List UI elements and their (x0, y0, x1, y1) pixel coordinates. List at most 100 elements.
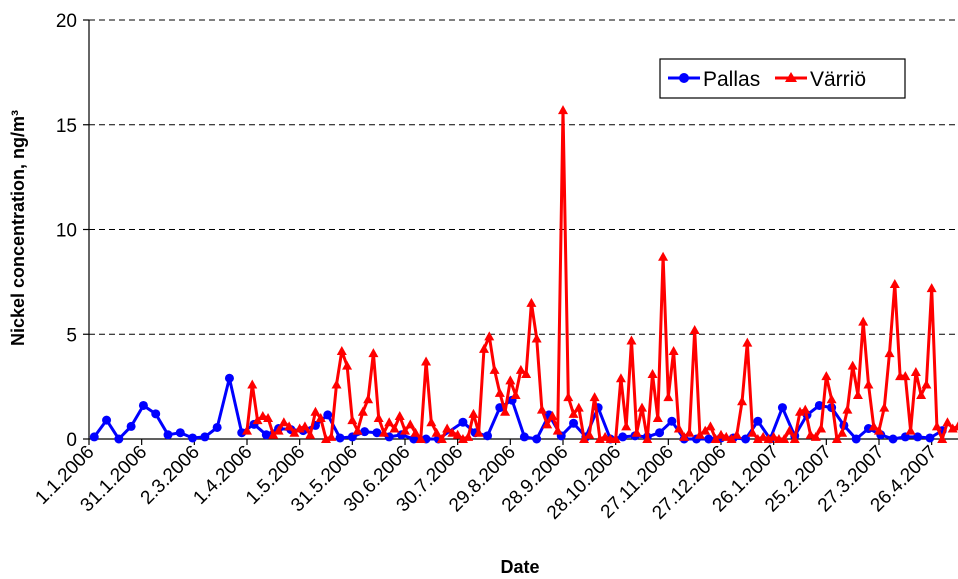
y-axis-title: Nickel concentration, ng/m³ (8, 110, 28, 346)
data-point (347, 432, 357, 442)
legend-label-pallas: Pallas (703, 68, 760, 91)
data-point (673, 423, 684, 433)
data-point (552, 425, 563, 435)
data-point (410, 427, 421, 437)
data-point (299, 421, 310, 431)
data-point (89, 432, 99, 442)
data-point (689, 325, 700, 335)
data-point (378, 427, 389, 437)
data-point (542, 419, 553, 429)
data-point (921, 379, 932, 389)
y-tick-label: 15 (56, 116, 77, 137)
data-point (563, 392, 574, 402)
data-point (458, 417, 468, 427)
data-point (663, 392, 674, 402)
gridlines (89, 19, 958, 335)
data-point (931, 421, 942, 431)
legend-marker-varrio (785, 72, 797, 82)
data-point (257, 410, 268, 420)
data-point (842, 404, 853, 414)
data-point (851, 434, 861, 444)
data-point (421, 356, 432, 366)
data-point (668, 346, 679, 356)
legend-marker-pallas (679, 73, 689, 83)
data-point (655, 428, 665, 438)
data-point (558, 105, 568, 115)
data-point (360, 427, 370, 437)
data-point (342, 360, 353, 370)
data-point (789, 434, 800, 443)
data-point (721, 431, 732, 441)
data-point (331, 379, 342, 389)
data-point (705, 421, 716, 431)
data-point (831, 434, 842, 443)
data-point (637, 402, 647, 412)
data-point (473, 427, 484, 437)
data-point (163, 430, 173, 440)
data-point (642, 434, 653, 443)
data-point (532, 434, 542, 444)
data-point (810, 431, 821, 441)
data-point (394, 410, 405, 420)
data-point (452, 429, 463, 439)
data-point (372, 428, 382, 438)
data-point (569, 418, 579, 428)
y-tick-label: 20 (56, 11, 77, 32)
data-point (852, 390, 863, 400)
data-point (400, 425, 410, 435)
data-point (368, 348, 379, 358)
data-point (484, 331, 495, 341)
legend-label-varrio: Värriö (810, 68, 866, 91)
y-tick-label: 10 (56, 221, 77, 242)
data-point (212, 422, 222, 432)
data-point (479, 343, 489, 353)
y-tick-labels: 0 5 10 15 20 (56, 11, 77, 451)
data-point (405, 419, 416, 429)
data-point (652, 413, 663, 423)
data-point (357, 406, 368, 416)
data-point (483, 431, 493, 441)
data-point (926, 283, 937, 293)
data-point (942, 417, 953, 427)
data-point (494, 387, 505, 397)
data-point (442, 423, 453, 433)
data-point (889, 278, 900, 288)
data-point (521, 369, 532, 379)
data-point (126, 421, 136, 431)
data-point (679, 431, 690, 441)
data-point (409, 434, 419, 444)
data-point (684, 427, 695, 437)
data-point (700, 425, 711, 435)
data-point (847, 360, 858, 370)
data-point (747, 427, 758, 437)
data-point (188, 433, 198, 443)
series-line (245, 108, 958, 441)
data-point (273, 425, 284, 435)
data-point (953, 421, 958, 431)
data-point (826, 394, 837, 404)
data-point (510, 390, 521, 400)
data-point (224, 373, 234, 383)
data-point (758, 431, 769, 441)
data-point (305, 429, 316, 439)
data-point (278, 417, 289, 427)
data-point (768, 431, 779, 441)
x-tick-labels: 1.1.200631.1.20062.3.20061.4.20061.5.200… (31, 442, 941, 524)
data-point (284, 421, 295, 431)
data-point (821, 371, 832, 381)
data-point (547, 410, 558, 420)
data-point (858, 316, 869, 326)
data-point (138, 400, 148, 410)
series-varrio (242, 105, 958, 443)
data-point (352, 425, 363, 435)
series (89, 105, 958, 444)
data-point (526, 297, 537, 307)
data-point (900, 432, 910, 442)
data-point (888, 434, 898, 444)
data-point (431, 427, 442, 437)
data-point (779, 434, 790, 443)
data-point (879, 402, 890, 412)
data-point (252, 415, 263, 425)
data-point (814, 400, 824, 410)
data-point (631, 427, 642, 437)
